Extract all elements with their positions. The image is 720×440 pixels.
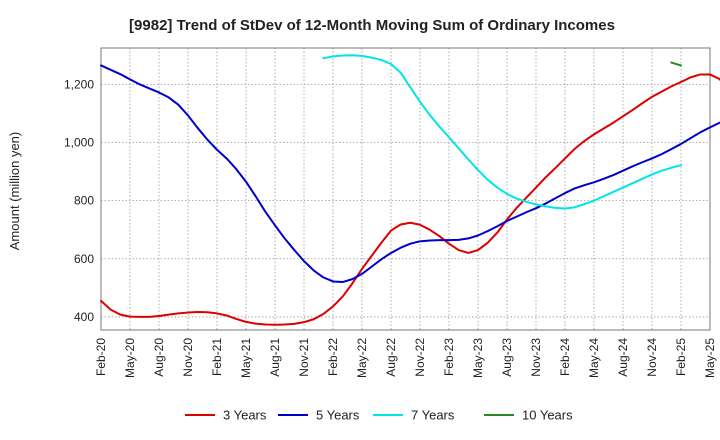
grid: [100, 48, 711, 330]
x-tick-label: Aug-23: [500, 338, 514, 377]
x-tick-label: Feb-25: [674, 338, 688, 376]
x-tick-label: Aug-20: [152, 338, 166, 377]
x-tick-label: Feb-22: [326, 338, 340, 376]
x-tick-label: May-23: [471, 338, 485, 378]
x-tick-label: Nov-23: [529, 338, 543, 377]
legend-item: 5 Years: [278, 408, 360, 423]
x-tick-label: May-24: [587, 338, 601, 378]
y-tick-label: 600: [74, 252, 94, 266]
x-tick-label: May-21: [239, 338, 253, 378]
x-tick-label: Feb-23: [442, 338, 456, 376]
x-tick-label: Nov-21: [297, 338, 311, 377]
y-axis-label: Amount (million yen): [7, 132, 22, 251]
x-tick-label: Feb-24: [558, 338, 572, 376]
plot-area-frame: [100, 47, 711, 331]
x-tick-label: Feb-21: [210, 338, 224, 376]
y-tick-label: 1,000: [64, 135, 94, 149]
x-tick-label: Nov-22: [413, 338, 427, 377]
legend-item: 7 Years: [373, 408, 455, 423]
x-tick-label: Aug-22: [384, 338, 398, 377]
y-tick-labels: 400 600 800 1,000 1,200: [64, 77, 94, 324]
legend-item: 10 Years: [484, 408, 573, 423]
x-tick-label: Aug-24: [616, 338, 630, 377]
y-tick-label: 400: [74, 310, 94, 324]
x-tick-label: Aug-21: [268, 338, 282, 377]
legend-label: 7 Years: [411, 408, 455, 423]
y-tick-label: 800: [74, 194, 94, 208]
legend-label: 10 Years: [522, 408, 573, 423]
series-line-7-years: [322, 54, 682, 210]
x-tick-label: Nov-24: [645, 338, 659, 377]
x-tick-label: May-22: [355, 338, 369, 378]
series-line-10-years: [670, 61, 682, 67]
x-tick-label: Nov-20: [181, 338, 195, 377]
series-lines: [100, 54, 720, 326]
x-tick-labels: Feb-20 May-20 Aug-20 Nov-20 Feb-21 May-21 Aug-…: [94, 338, 717, 378]
legend: 3 Years 5 Years 7 Years 10 Years: [185, 408, 573, 423]
x-tick-label: May-25: [703, 338, 717, 378]
legend-label: 3 Years: [223, 408, 267, 423]
legend-item: 3 Years: [185, 408, 267, 423]
series-line-3-years: [100, 73, 720, 326]
series-line-5-years: [100, 64, 720, 284]
y-tick-label: 1,200: [64, 77, 94, 91]
x-tick-label: May-20: [123, 338, 137, 378]
x-tick-label: Feb-20: [94, 338, 108, 376]
chart-title: [9982] Trend of StDev of 12-Month Moving…: [129, 17, 615, 34]
legend-label: 5 Years: [316, 408, 360, 423]
